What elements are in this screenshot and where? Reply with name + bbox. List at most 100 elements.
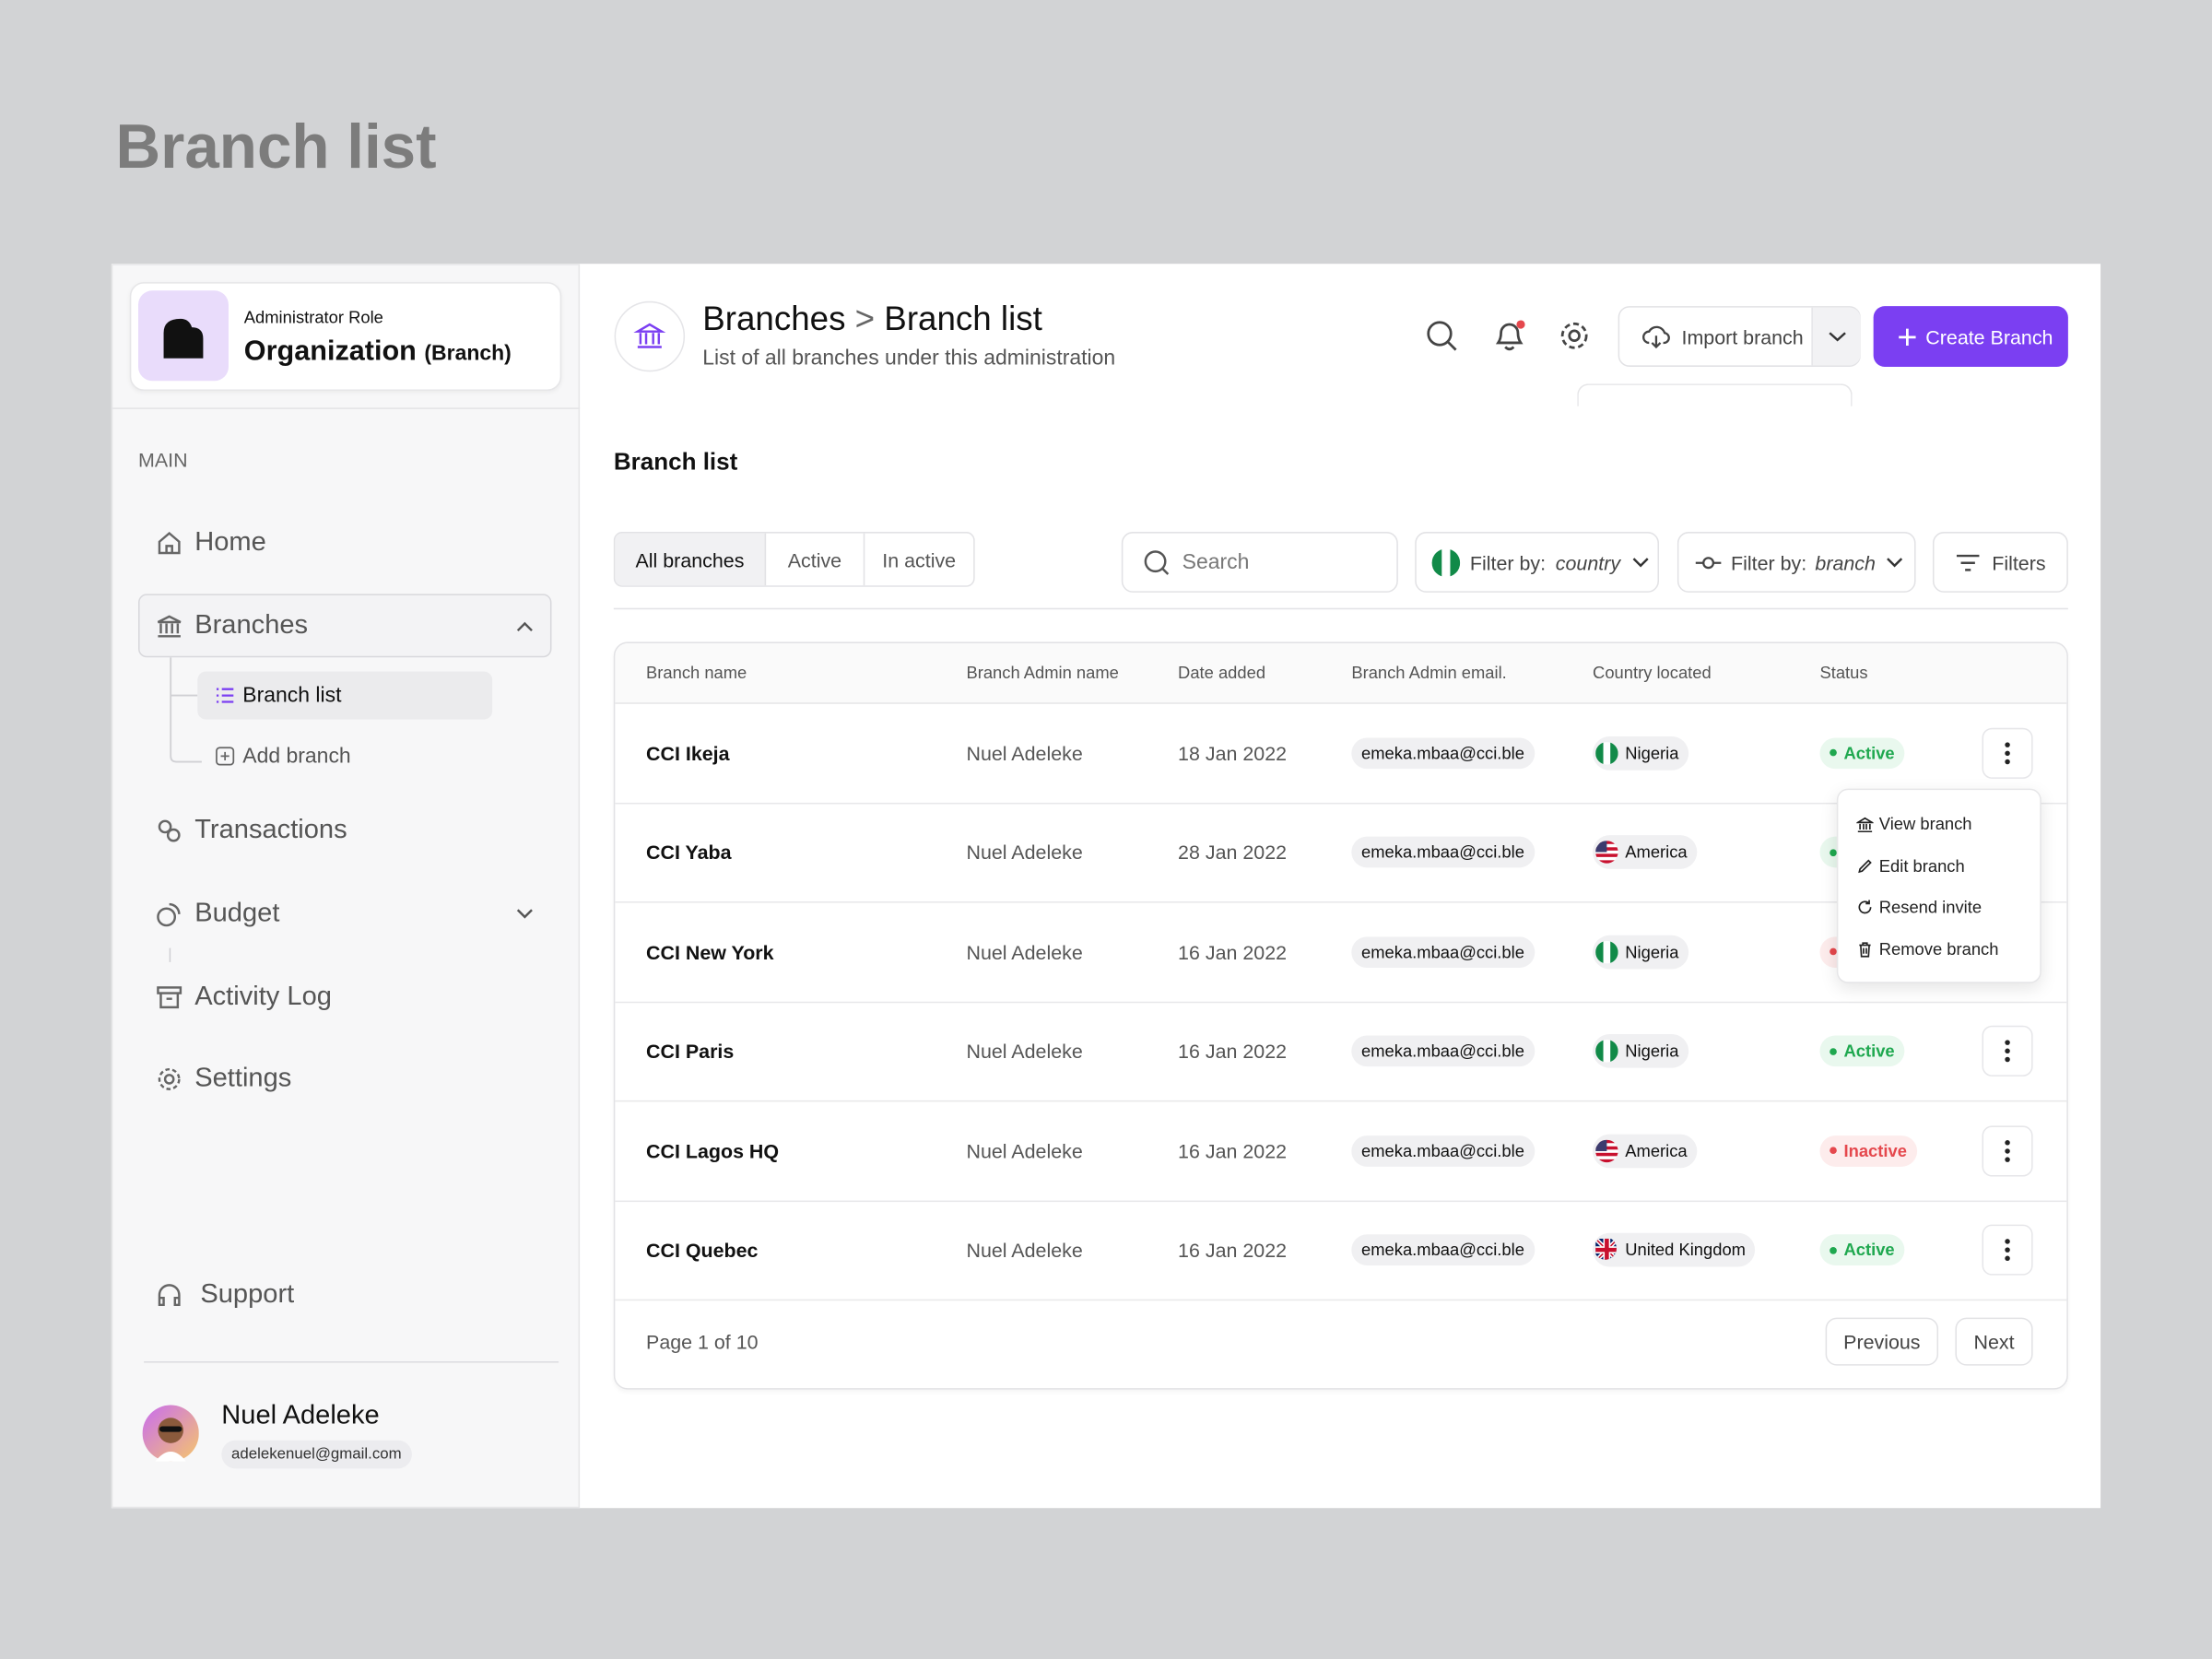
admin-email: emeka.mbaa@cci.ble <box>1351 836 1535 868</box>
row-divider <box>615 1199 2067 1202</box>
status: Inactive <box>1819 1135 1917 1167</box>
country: Nigeria <box>1593 735 1689 770</box>
column-header: Country located <box>1593 663 1712 683</box>
header-icon <box>614 300 686 372</box>
breadcrumb-current: Branch list <box>884 300 1042 339</box>
flag <box>1595 1139 1618 1161</box>
filters-button[interactable]: Filters <box>1932 532 2068 593</box>
nav-label: Budget <box>194 898 280 929</box>
org-name: Organization (Branch) <box>244 335 512 368</box>
column-header: Date added <box>1178 663 1266 683</box>
create-button[interactable]: Create Branch <box>1873 306 2068 367</box>
date-added: 18 Jan 2022 <box>1178 741 1288 764</box>
admin-name: Nuel Adeleke <box>966 741 1083 764</box>
filter-country[interactable]: Filter by: country <box>1415 532 1659 593</box>
nav-label: Branch list <box>242 683 342 708</box>
nav-home[interactable]: Home <box>155 527 266 559</box>
row-actions[interactable] <box>1982 1224 2033 1276</box>
branch-name: CCI New York <box>646 940 774 963</box>
nav-settings[interactable]: Settings <box>155 1064 291 1095</box>
icon <box>216 688 234 703</box>
nav-activity-log[interactable]: Activity Log <box>155 982 332 1013</box>
org: Organization <box>243 335 417 367</box>
date-added: 16 Jan 2022 <box>1178 1138 1288 1162</box>
icon <box>2005 1239 2010 1262</box>
nav-budget[interactable]: Budget <box>155 899 279 930</box>
icon <box>1899 327 1916 346</box>
icon <box>157 615 182 638</box>
icon <box>1858 900 1872 914</box>
footer-divider <box>615 1299 2067 1301</box>
flag <box>1595 1040 1618 1062</box>
icon <box>1956 554 1980 571</box>
icon <box>216 747 235 766</box>
subtitle: List of all branches under this administ… <box>702 346 1116 371</box>
icon <box>1642 324 1670 348</box>
dropdown-hint <box>1577 383 1853 406</box>
section-title: Branch list <box>613 448 738 476</box>
page-info: Page 1 of 10 <box>646 1330 759 1353</box>
table <box>613 641 2068 1390</box>
tab[interactable]: Active <box>766 533 865 586</box>
country: America <box>1593 1133 1698 1168</box>
menu-label: View branch <box>1878 814 1972 834</box>
chevron-up <box>516 621 533 632</box>
tab[interactable]: All branches <box>615 533 767 586</box>
create-label: Create Branch <box>1925 324 2053 348</box>
filters-label: Filters <box>1992 550 2046 574</box>
nav-label: Transactions <box>194 815 347 845</box>
page-title: Branch list <box>115 112 437 182</box>
next-button[interactable]: Next <box>1955 1317 2033 1366</box>
icon <box>158 1067 181 1090</box>
country: Nigeria <box>1593 935 1689 969</box>
row-actions[interactable] <box>1982 1124 2033 1176</box>
nav-support[interactable]: Support <box>155 1279 294 1311</box>
nav-branch-list[interactable]: Branch list <box>215 683 342 708</box>
admin-email: emeka.mbaa@cci.ble <box>1351 1234 1535 1265</box>
status-label: Active <box>1843 1041 1895 1062</box>
status-dot <box>1830 848 1837 856</box>
nav-add-branch[interactable]: Add branch <box>215 744 351 768</box>
org-icon <box>163 318 204 359</box>
menu-item[interactable]: View branch <box>1856 814 1972 834</box>
settings-icon[interactable] <box>1558 319 1592 353</box>
icon <box>2005 1040 2010 1063</box>
country: United Kingdom <box>1593 1232 1756 1267</box>
nav-branch-list-bg[interactable] <box>197 671 493 720</box>
tab[interactable]: In active <box>882 547 957 571</box>
icon <box>157 986 182 1009</box>
menu-item[interactable]: Resend invite <box>1856 897 1982 917</box>
role: Administrator Role <box>243 307 383 328</box>
date-added: 16 Jan 2022 <box>1178 940 1288 963</box>
nav-transactions[interactable]: Transactions <box>155 816 347 847</box>
search-placeholder: Search <box>1182 549 1250 574</box>
flag <box>1595 841 1618 863</box>
previous-button[interactable]: Previous <box>1825 1317 1939 1366</box>
country-name: United Kingdom <box>1625 1240 1746 1260</box>
admin-email: emeka.mbaa@cci.ble <box>1351 935 1535 968</box>
country-name: America <box>1625 841 1688 863</box>
menu-item[interactable]: Remove branch <box>1856 939 1998 959</box>
icon <box>157 902 181 927</box>
nav-branches-box[interactable] <box>137 594 552 658</box>
import-dropdown[interactable] <box>1811 307 1861 366</box>
search-icon[interactable] <box>1425 319 1459 353</box>
icon <box>158 531 181 555</box>
row-divider <box>615 802 2067 804</box>
nav-label: Add branch <box>242 744 351 769</box>
filter-branch[interactable]: Filter by: branch <box>1677 532 1916 593</box>
tree-lines <box>170 657 202 763</box>
admin-name: Nuel Adeleke <box>966 1238 1083 1262</box>
status: Active <box>1819 1035 1905 1067</box>
row-actions[interactable] <box>1982 727 2033 779</box>
date-added: 16 Jan 2022 <box>1178 1238 1288 1262</box>
breadcrumb-parent[interactable]: Branches <box>702 300 846 339</box>
search-input[interactable]: Search <box>1121 532 1398 593</box>
bell-icon[interactable] <box>1491 317 1528 354</box>
nav-branches[interactable]: Branches <box>155 611 308 642</box>
row-actions[interactable] <box>1982 1025 2033 1077</box>
menu-item[interactable]: Edit branch <box>1856 855 1965 876</box>
table-header <box>615 642 2067 704</box>
divider <box>111 407 581 409</box>
